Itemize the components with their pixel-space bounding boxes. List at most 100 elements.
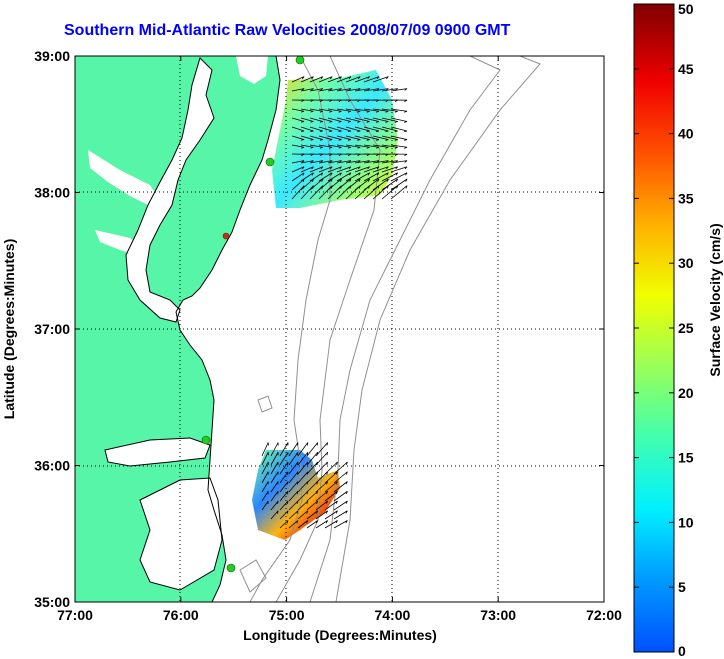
velocity-arrow <box>309 135 323 140</box>
velocity-arrow <box>381 166 398 173</box>
velocity-arrowhead <box>301 121 305 123</box>
velocity-arrow <box>270 491 279 502</box>
velocity-arrow <box>315 500 328 511</box>
velocity-arrowhead <box>338 130 342 133</box>
velocity-arrow <box>291 144 305 148</box>
velocity-arrow <box>381 108 398 112</box>
velocity-arrow <box>363 172 380 182</box>
velocity-arrow <box>297 500 309 511</box>
velocity-arrowhead <box>405 185 408 189</box>
velocity-arrowhead <box>395 172 399 176</box>
velocity-arrowhead <box>358 178 361 182</box>
velocity-arrowhead <box>319 153 323 156</box>
velocity-arrowhead <box>385 110 389 113</box>
velocity-arrow <box>372 160 389 164</box>
velocity-arrowhead <box>347 121 351 123</box>
velocity-arrow <box>327 126 342 132</box>
velocity-arrow <box>390 144 408 148</box>
velocity-arrowhead <box>301 88 305 91</box>
velocity-arrow <box>318 117 333 122</box>
velocity-arrowhead <box>345 471 348 475</box>
velocity-arrowhead <box>320 166 324 170</box>
velocity-arrow <box>300 135 314 140</box>
velocity-arrowhead <box>326 442 328 446</box>
velocity-arrow <box>279 471 289 484</box>
velocity-arrow <box>372 126 389 132</box>
velocity-arrowhead <box>357 146 361 149</box>
velocity-arrowhead <box>404 139 408 141</box>
velocity-arrow <box>309 185 324 200</box>
velocity-arrow <box>372 166 389 173</box>
colorbar-tick-label: 10 <box>678 514 694 530</box>
velocity-arrow <box>261 481 269 493</box>
velocity-arrowhead <box>357 121 361 123</box>
map-title: Southern Mid-Atlantic Raw Velocities 200… <box>64 22 511 39</box>
velocity-arrow <box>336 160 351 164</box>
velocity-arrow <box>327 117 342 122</box>
velocity-arrow <box>363 178 380 191</box>
velocity-arrow <box>279 490 289 502</box>
velocity-arrow <box>336 117 351 122</box>
velocity-arrow <box>372 135 389 140</box>
velocity-arrow <box>300 160 314 164</box>
velocity-arrow <box>363 166 380 173</box>
velocity-arrowhead <box>386 76 389 80</box>
velocity-arrowhead <box>320 88 324 91</box>
velocity-arrow <box>261 471 269 484</box>
velocity-arrowhead <box>319 139 323 141</box>
velocity-arrow <box>333 461 348 475</box>
velocity-arrow <box>306 510 318 520</box>
coastline <box>104 56 281 602</box>
velocity-arrow <box>333 471 348 484</box>
velocity-arrowhead <box>320 160 324 163</box>
velocity-arrowhead <box>338 110 342 113</box>
velocity-arrowhead <box>326 491 328 495</box>
bathymetry-contours <box>239 56 541 602</box>
velocity-arrow <box>309 166 323 173</box>
velocity-arrowhead <box>301 139 305 141</box>
albemarle-sound <box>105 438 210 466</box>
velocity-arrow <box>315 520 328 529</box>
velocity-arrowhead <box>329 130 333 133</box>
velocity-arrow <box>354 160 370 164</box>
velocity-arrowhead <box>301 76 305 80</box>
velocity-arrow <box>372 172 389 182</box>
velocity-arrow <box>297 442 309 457</box>
station-marker <box>265 157 275 167</box>
velocity-arrow <box>288 461 299 475</box>
velocity-arrowhead <box>310 88 314 91</box>
velocity-arrow <box>297 510 309 520</box>
velocity-arrow <box>333 520 348 529</box>
velocity-arrow <box>381 172 398 182</box>
velocity-arrow <box>363 117 380 122</box>
velocity-arrow <box>354 108 370 112</box>
velocity-arrowhead <box>339 166 342 170</box>
velocity-arrow <box>288 471 299 484</box>
velocity-arrowhead <box>338 153 342 156</box>
velocity-arrowhead <box>366 121 370 123</box>
velocity-arrow <box>363 126 380 132</box>
station-marker <box>295 56 305 65</box>
velocity-arrow <box>309 178 324 191</box>
velocity-arrow <box>381 144 398 148</box>
velocity-arrowhead <box>404 88 408 91</box>
velocity-arrowhead <box>377 178 380 182</box>
velocity-arrowhead <box>302 172 305 176</box>
velocity-arrowhead <box>306 520 309 524</box>
velocity-arrow <box>333 490 348 502</box>
velocity-arrow <box>315 442 328 457</box>
x-axis: 77:00 76:00 75:00 74:00 73:00 72:00 <box>57 56 622 623</box>
velocity-arrowhead <box>366 110 370 113</box>
velocity-arrowhead <box>394 110 398 113</box>
velocity-arrow <box>372 178 389 191</box>
velocity-arrowhead <box>394 139 398 141</box>
velocity-arrowhead <box>287 491 289 495</box>
velocity-arrow <box>336 76 352 83</box>
velocity-arrow <box>372 108 389 112</box>
velocity-arrow <box>390 185 408 200</box>
velocity-arrow <box>315 490 328 502</box>
velocity-arrow <box>306 442 319 457</box>
velocity-arrow <box>390 160 408 164</box>
velocity-arrow <box>315 451 328 466</box>
velocity-arrowhead <box>375 130 380 133</box>
